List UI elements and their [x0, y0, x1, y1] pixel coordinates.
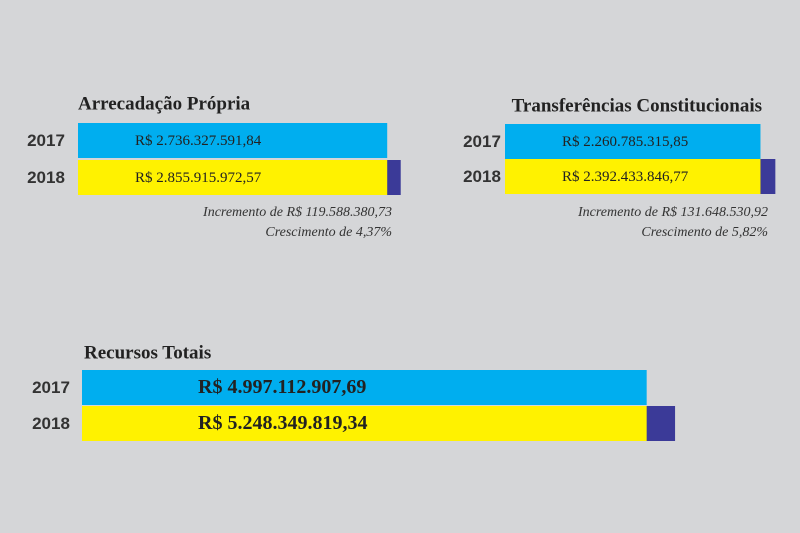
chart-title: Recursos Totais — [84, 342, 211, 363]
bar — [78, 123, 388, 158]
annotation: Incremento de R$ 131.648.530,92 — [577, 205, 768, 220]
value-label: R$ 2.855.915.972,57 — [135, 170, 262, 186]
bar-base-part — [505, 159, 761, 194]
year-label: 2018 — [27, 168, 65, 187]
chart-title: Arrecadação Própria — [78, 93, 251, 114]
annotation: Crescimento de 5,82% — [641, 225, 768, 240]
bar — [505, 124, 761, 159]
bar — [82, 370, 647, 405]
year-label: 2018 — [32, 414, 70, 433]
bar-base-part — [82, 406, 647, 441]
value-label: R$ 2.260.785.315,85 — [562, 134, 688, 150]
year-label: 2017 — [463, 132, 501, 151]
year-label: 2017 — [32, 378, 70, 397]
value-label: R$ 5.248.349.819,34 — [198, 412, 367, 434]
value-label: R$ 4.997.112.907,69 — [198, 376, 366, 398]
year-label: 2017 — [27, 131, 65, 150]
bar-base-part — [78, 160, 388, 195]
year-label: 2018 — [463, 167, 501, 186]
chart-title: Transferências Constitucionais — [512, 95, 762, 116]
value-label: R$ 2.392.433.846,77 — [562, 169, 689, 185]
value-label: R$ 2.736.327.591,84 — [135, 133, 262, 149]
annotation: Crescimento de 4,37% — [265, 225, 392, 240]
annotation: Incremento de R$ 119.588.380,73 — [202, 205, 392, 220]
